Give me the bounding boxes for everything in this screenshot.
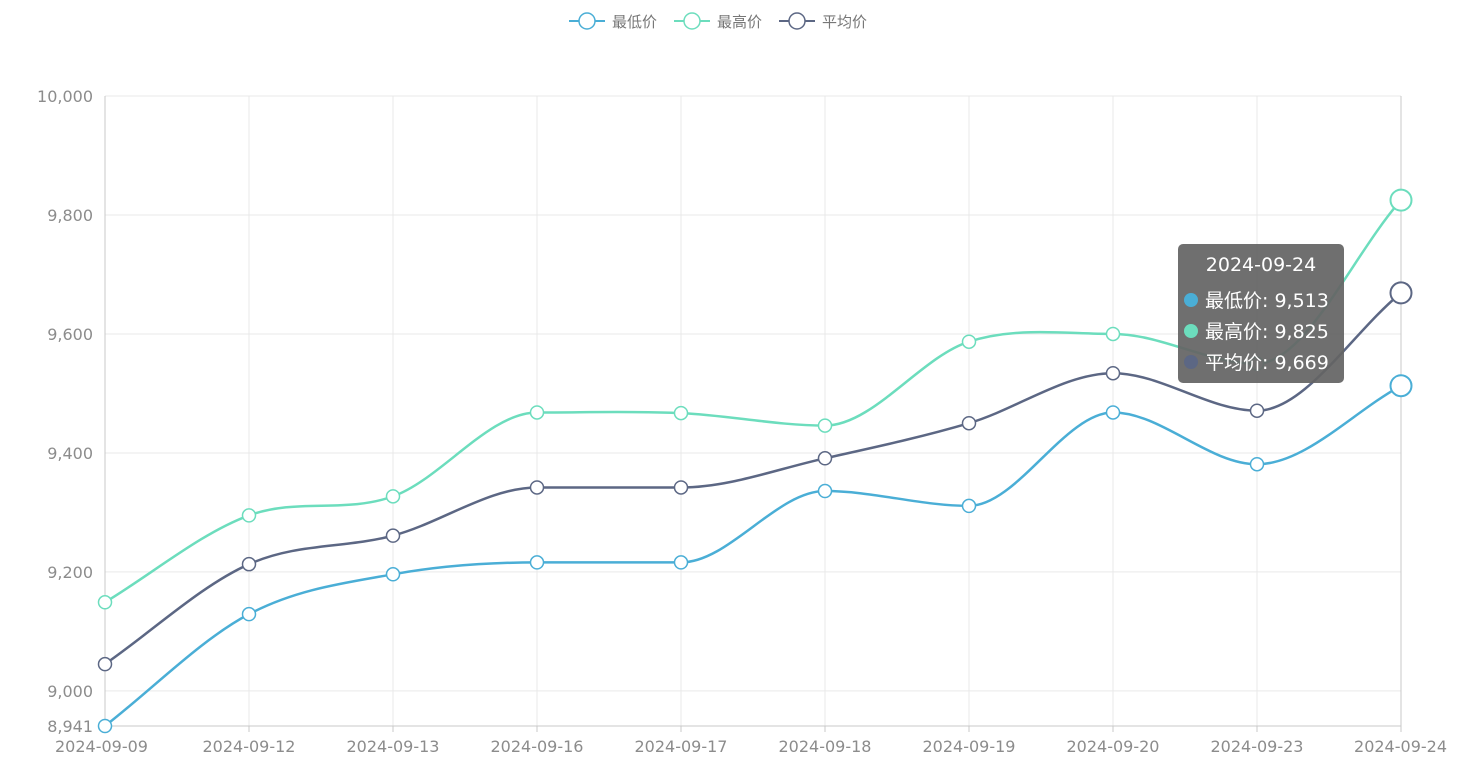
series-line-low xyxy=(104,384,1402,727)
data-point-avg[interactable] xyxy=(529,480,545,495)
legend-item-high[interactable]: 最高价 xyxy=(673,11,762,32)
data-point-avg[interactable] xyxy=(1389,281,1413,305)
legend-marker-high-icon xyxy=(674,12,711,30)
y-tick-label: 8,941 xyxy=(47,717,93,736)
x-tick-label: 2024-09-20 xyxy=(1067,737,1160,756)
data-point-high[interactable] xyxy=(241,508,257,523)
y-tick-label: 9,600 xyxy=(47,325,93,344)
tooltip-dot-high-icon xyxy=(1184,323,1198,338)
data-point-high[interactable] xyxy=(1105,326,1121,342)
data-point-high[interactable] xyxy=(817,418,833,433)
data-point-low[interactable] xyxy=(97,718,113,734)
x-tick-label: 2024-09-17 xyxy=(635,737,728,756)
x-tick-label: 2024-09-12 xyxy=(203,737,296,756)
data-point-high[interactable] xyxy=(385,489,401,504)
x-tick-label: 2024-09-16 xyxy=(491,737,584,756)
data-point-avg[interactable] xyxy=(817,451,833,466)
data-point-high[interactable] xyxy=(961,334,977,349)
data-point-low[interactable] xyxy=(817,483,833,499)
tooltip-dot-low-icon xyxy=(1184,292,1198,307)
y-tick-label: 9,000 xyxy=(47,682,93,701)
data-point-low[interactable] xyxy=(1249,456,1265,472)
data-point-avg[interactable] xyxy=(1249,403,1265,418)
tooltip-dot-avg-icon xyxy=(1184,354,1198,369)
tooltip-value-high: 最高价: 9,825 xyxy=(1205,321,1329,343)
legend-label-high: 最高价 xyxy=(717,12,763,31)
grid-lines xyxy=(105,95,1401,726)
data-point-avg[interactable] xyxy=(1105,365,1121,381)
series-line-avg xyxy=(104,291,1402,666)
y-tick-label: 10,000 xyxy=(37,87,93,106)
data-point-low[interactable] xyxy=(1389,374,1413,398)
legend-label-low: 最低价 xyxy=(612,12,658,31)
data-point-avg[interactable] xyxy=(97,656,113,672)
tooltip-row-high: 最高价: 9,825 xyxy=(1184,315,1344,346)
data-point-low[interactable] xyxy=(241,606,257,622)
x-tick-label: 2024-09-23 xyxy=(1211,737,1304,756)
tooltip-title: 2024-09-24 xyxy=(1205,254,1317,276)
data-points xyxy=(97,188,1413,734)
data-point-high[interactable] xyxy=(529,405,545,420)
tooltip-row-low: 最低价: 9,513 xyxy=(1184,284,1344,315)
legend: 最低价 最高价 平均价 xyxy=(568,9,867,33)
data-point-low[interactable] xyxy=(1105,405,1121,420)
data-point-low[interactable] xyxy=(529,555,545,570)
y-tick-label: 9,800 xyxy=(47,206,93,225)
tooltip: 2024-09-24 最低价: 9,513 最高价: 9,825 平均价: 9,… xyxy=(1178,244,1344,383)
x-tick-label: 2024-09-13 xyxy=(347,737,440,756)
data-point-high[interactable] xyxy=(673,405,689,421)
axes: 8,941 9,000 9,200 9,400 9,600 9,800 10,000 2024… xyxy=(37,87,1447,756)
tooltip-value-avg: 平均价: 9,669 xyxy=(1205,352,1329,374)
legend-marker-low-icon xyxy=(569,12,605,30)
legend-marker-avg-icon xyxy=(779,12,816,30)
data-point-avg[interactable] xyxy=(385,528,401,543)
data-point-high[interactable] xyxy=(97,595,113,610)
legend-item-avg[interactable]: 平均价 xyxy=(778,11,867,32)
data-point-low[interactable] xyxy=(673,555,689,570)
data-point-low[interactable] xyxy=(385,567,401,582)
x-tick-label: 2024-09-19 xyxy=(923,737,1016,756)
data-point-avg[interactable] xyxy=(241,556,257,572)
x-tick-label: 2024-09-18 xyxy=(779,737,872,756)
tooltip-value-low: 最低价: 9,513 xyxy=(1205,290,1329,312)
x-tick-label: 2024-09-24 xyxy=(1354,737,1447,756)
x-tick-label: 2024-09-09 xyxy=(55,737,148,756)
y-tick-label: 9,400 xyxy=(47,444,93,463)
tooltip-row-avg: 平均价: 9,669 xyxy=(1184,346,1344,377)
data-point-avg[interactable] xyxy=(961,415,977,431)
legend-item-low[interactable]: 最低价 xyxy=(568,11,657,32)
y-tick-label: 9,200 xyxy=(47,563,93,582)
data-point-low[interactable] xyxy=(961,498,977,514)
data-point-avg[interactable] xyxy=(673,480,689,495)
data-point-high[interactable] xyxy=(1389,188,1413,212)
legend-label-avg: 平均价 xyxy=(822,12,868,31)
